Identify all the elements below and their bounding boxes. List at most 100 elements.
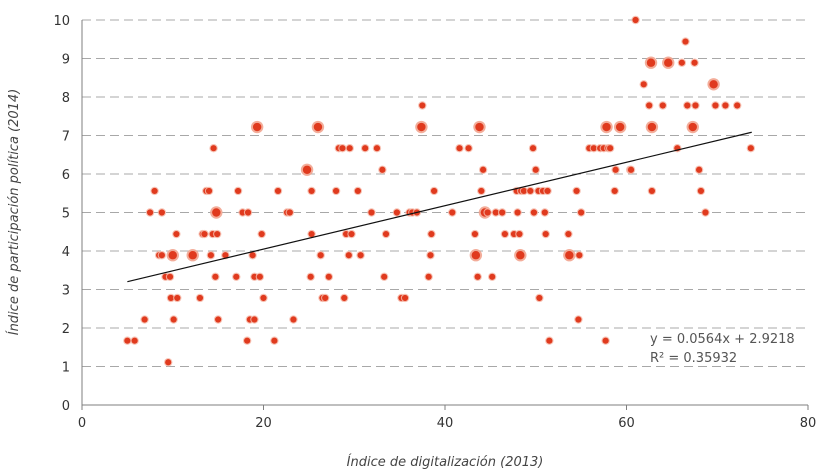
data-point [346, 145, 353, 152]
data-point [141, 316, 148, 323]
x-tick-label: 80 [800, 416, 817, 431]
data-point [541, 209, 548, 216]
data-point [565, 251, 574, 260]
data-point [684, 102, 691, 109]
data-point [379, 166, 386, 173]
data-point [474, 273, 481, 280]
data-point [632, 16, 639, 24]
data-point [602, 337, 609, 344]
data-point [256, 273, 263, 280]
trendline-r2: R² = 0.35932 [650, 351, 737, 366]
y-tick-label: 1 [62, 361, 70, 376]
data-point [465, 145, 472, 152]
y-tick-label: 0 [62, 399, 70, 414]
data-point [212, 273, 219, 280]
data-point [575, 316, 582, 323]
data-point [712, 102, 719, 109]
data-point [615, 122, 625, 132]
data-point [532, 166, 539, 173]
data-point [258, 230, 265, 238]
data-point [274, 187, 282, 195]
data-point [425, 273, 432, 280]
data-point [546, 337, 553, 344]
data-point [659, 102, 666, 109]
data-point [302, 165, 312, 174]
data-point [602, 122, 611, 132]
x-tick-label: 0 [78, 416, 86, 431]
data-point [499, 209, 506, 216]
data-point [678, 59, 685, 66]
data-point [322, 294, 329, 302]
data-point [709, 80, 718, 89]
data-point [542, 230, 549, 238]
data-point [696, 166, 703, 173]
x-tick-label: 20 [255, 416, 272, 431]
data-point [431, 187, 438, 195]
data-point [381, 273, 388, 280]
data-point [357, 252, 364, 259]
data-point [151, 187, 158, 195]
data-point [214, 230, 221, 238]
data-point [308, 230, 315, 238]
data-point [382, 230, 390, 238]
data-point [271, 337, 278, 344]
data-point [692, 102, 699, 109]
data-point [393, 209, 401, 216]
data-point [578, 209, 585, 216]
data-point [325, 273, 332, 280]
data-point [573, 187, 580, 195]
data-point [492, 209, 499, 216]
data-point [682, 38, 689, 45]
data-point [530, 209, 538, 216]
x-tick-label: 40 [437, 416, 454, 431]
data-point [234, 187, 242, 195]
y-axis-title: Índice de participación política (2014) [6, 89, 22, 336]
data-point [576, 252, 583, 259]
data-point [173, 230, 180, 238]
data-point [607, 145, 614, 152]
data-point [449, 209, 456, 216]
data-point [307, 273, 314, 280]
data-point [471, 230, 479, 238]
axes [81, 20, 809, 410]
x-axis-title: Índice de digitalización (2013) [347, 454, 544, 469]
data-point [345, 252, 352, 259]
data-point [646, 58, 656, 67]
data-point [590, 145, 597, 152]
data-point [244, 209, 252, 216]
data-point [417, 122, 426, 132]
data-point [529, 145, 537, 152]
data-point [648, 187, 656, 195]
data-point [196, 294, 204, 302]
data-point [210, 145, 217, 152]
data-point [166, 273, 174, 280]
data-point [124, 337, 131, 344]
data-point [207, 252, 214, 259]
data-point [252, 122, 262, 132]
data-point [170, 316, 177, 323]
data-point [627, 166, 635, 173]
data-point [249, 252, 256, 259]
data-point [647, 122, 657, 132]
data-points [123, 15, 756, 367]
gridlines [82, 19, 808, 367]
x-tick-label: 60 [618, 416, 635, 431]
y-tick-label: 10 [53, 14, 70, 29]
data-point [215, 316, 222, 323]
data-point [165, 359, 172, 366]
y-tick-label: 3 [62, 284, 70, 299]
data-point [544, 187, 551, 195]
data-point [244, 337, 251, 344]
data-point [747, 145, 754, 152]
trendline-group [127, 131, 752, 283]
data-point [722, 102, 729, 109]
data-point [341, 294, 348, 302]
y-tick-label: 4 [62, 245, 70, 260]
data-point [131, 337, 138, 344]
data-point [640, 81, 647, 88]
data-point [401, 294, 409, 302]
data-point [697, 187, 705, 195]
y-tick-label: 8 [62, 91, 70, 106]
data-point [611, 187, 618, 195]
